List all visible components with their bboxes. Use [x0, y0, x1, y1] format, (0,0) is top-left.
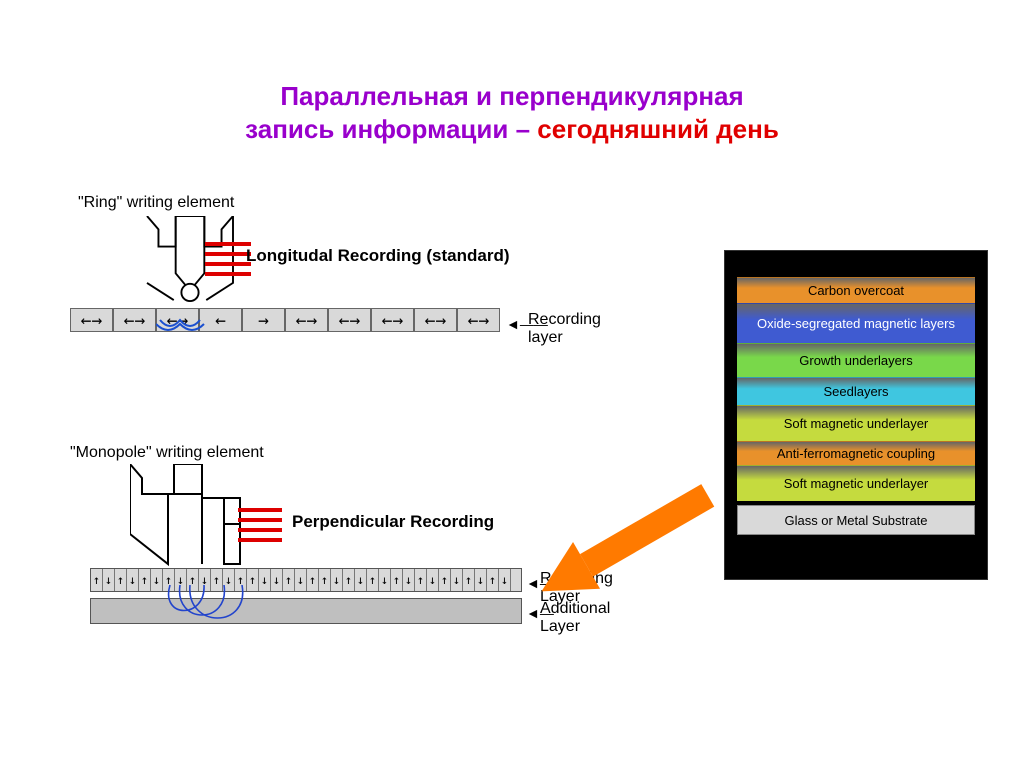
field-loops-icon — [160, 585, 280, 631]
coil-line — [238, 528, 282, 532]
domain-cell: ↓ — [475, 569, 487, 591]
domain-cell: ←→ — [70, 308, 113, 332]
domain-cell: ↑ — [391, 569, 403, 591]
coil-line — [205, 262, 251, 266]
coil-line — [238, 508, 282, 512]
domain-cell: ↑ — [139, 569, 151, 591]
stack-layer: Soft magnetic underlayer — [737, 465, 975, 501]
domain-cell: ↓ — [295, 569, 307, 591]
domain-cell: ↑ — [415, 569, 427, 591]
domain-cell: ←→ — [371, 308, 414, 332]
domain-cell: ↓ — [403, 569, 415, 591]
domain-cell: ↑ — [319, 569, 331, 591]
longitudinal-caption: Longitudal Recording (standard) — [246, 246, 510, 266]
substrate-layer: Glass or Metal Substrate — [737, 505, 975, 535]
longitudinal-figure: "Ring" writing element Longitudal Record… — [70, 190, 630, 370]
domain-cell: ←→ — [414, 308, 457, 332]
longitudinal-track: ←→←→←→←→←→←→←→←→←→ — [70, 308, 500, 332]
stack-layer: Anti-ferromagnetic coupling — [737, 441, 975, 465]
domain-cell: ←→ — [457, 308, 500, 332]
monopole-head-icon — [130, 464, 280, 564]
stack-layer: Carbon overcoat — [737, 277, 975, 303]
domain-cell: ↑ — [487, 569, 499, 591]
domain-cell: ←→ — [113, 308, 156, 332]
domain-cell: ↑ — [115, 569, 127, 591]
domain-cell: ↓ — [355, 569, 367, 591]
perpendicular-track: ↑↓↑↓↑↓↑↓↑↓↑↓↑↑↓↓↑↓↑↑↓↑↓↑↓↑↓↑↓↑↓↑↓↑↓ — [90, 568, 522, 592]
domain-cell: ↓ — [499, 569, 511, 591]
stack-layer: Oxide-segregated magnetic layers — [737, 303, 975, 343]
stack-layer: Growth underlayers — [737, 343, 975, 377]
domain-cell: ↑ — [439, 569, 451, 591]
coil-line — [238, 538, 282, 542]
title-line2a: запись информации – — [245, 114, 530, 144]
domain-cell: ↓ — [127, 569, 139, 591]
domain-cell: ←→ — [328, 308, 371, 332]
coil-line — [205, 242, 251, 246]
domain-cell: ←→ — [285, 308, 328, 332]
domain-cell: ↑ — [91, 569, 103, 591]
additional-layer-bar — [90, 598, 522, 624]
stack-layer: Soft magnetic underlayer — [737, 405, 975, 441]
media-layer-stack: Carbon overcoatOxide-segregated magnetic… — [724, 250, 988, 580]
domain-cell: ↓ — [451, 569, 463, 591]
domain-cell: ↑ — [367, 569, 379, 591]
domain-cell: ↓ — [427, 569, 439, 591]
domain-cell: ↑ — [283, 569, 295, 591]
monopole-label: "Monopole" writing element — [70, 444, 264, 462]
title-line2b: сегодняшний день — [530, 114, 779, 144]
domain-cell: ↑ — [343, 569, 355, 591]
ring-head-icon — [145, 216, 235, 302]
additional-layer-label: Additional Layer — [540, 600, 650, 636]
field-waves-icon — [156, 318, 216, 334]
stack-layer: Seedlayers — [737, 377, 975, 405]
coil-line — [238, 518, 282, 522]
domain-cell: ↑ — [307, 569, 319, 591]
slide-title: Параллельная и перпендикулярная запись и… — [0, 80, 1024, 145]
orange-arrow-icon — [520, 482, 730, 602]
domain-cell: ↓ — [103, 569, 115, 591]
domain-cell: → — [242, 308, 285, 332]
domain-cell: ↑ — [463, 569, 475, 591]
perpendicular-caption: Perpendicular Recording — [292, 512, 494, 532]
recording-layer-label: Recording layer — [528, 311, 630, 347]
title-line1: Параллельная и перпендикулярная — [280, 81, 743, 111]
coil-line — [205, 252, 251, 256]
domain-cell: ↓ — [331, 569, 343, 591]
domain-cell: ↓ — [379, 569, 391, 591]
coil-line — [205, 272, 251, 276]
ring-writing-label: "Ring" writing element — [78, 194, 234, 212]
